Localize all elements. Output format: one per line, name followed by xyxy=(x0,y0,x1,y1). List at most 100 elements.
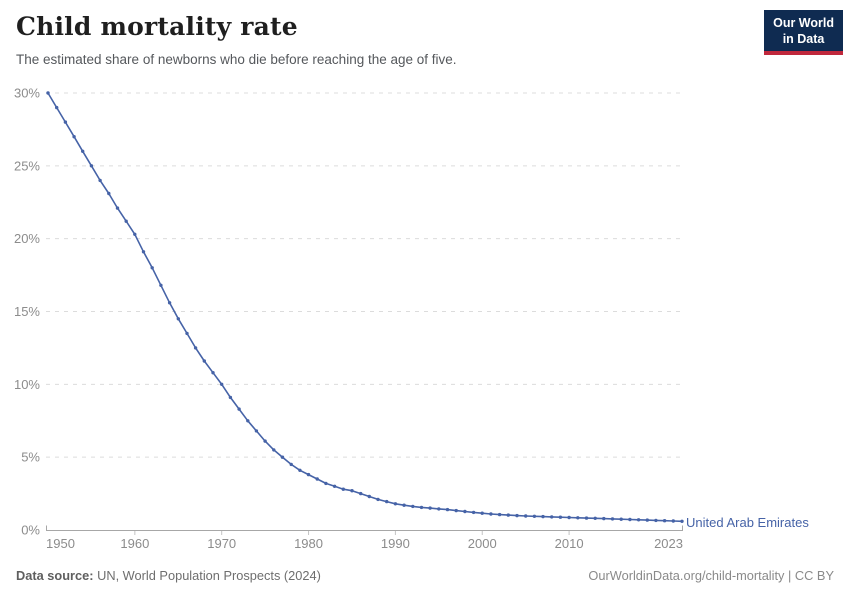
data-point xyxy=(167,301,172,305)
data-source-label: Data source: xyxy=(16,568,94,583)
data-point xyxy=(524,514,528,518)
owid-logo[interactable]: Our World in Data xyxy=(764,10,843,55)
page-title: Child mortality rate xyxy=(16,12,298,41)
data-point xyxy=(176,317,180,321)
data-point xyxy=(211,371,215,375)
data-point xyxy=(628,517,632,522)
data-point xyxy=(654,518,658,523)
data-point xyxy=(193,346,198,350)
data-point xyxy=(550,515,554,519)
data-point xyxy=(662,519,667,523)
data-point xyxy=(254,429,259,433)
y-axis-tick-label: 20% xyxy=(14,231,40,246)
data-point xyxy=(506,513,510,517)
data-point xyxy=(159,283,163,287)
data-point xyxy=(593,516,597,520)
y-axis-tick-label: 30% xyxy=(14,86,40,101)
data-point xyxy=(636,518,641,522)
series-label[interactable]: United Arab Emirates xyxy=(686,515,809,530)
data-point xyxy=(645,518,649,522)
data-point xyxy=(454,508,458,513)
y-axis-tick-label: 10% xyxy=(14,377,40,392)
data-point xyxy=(680,519,684,523)
data-point xyxy=(341,487,345,491)
data-point xyxy=(263,439,267,443)
data-point xyxy=(584,516,589,520)
y-axis-tick-label: 15% xyxy=(14,304,40,319)
data-point xyxy=(72,135,76,139)
data-point xyxy=(402,503,406,507)
data-point xyxy=(367,494,371,499)
data-point xyxy=(133,232,137,236)
x-axis-tick-label: 1970 xyxy=(207,536,236,551)
data-source: Data source: UN, World Population Prospe… xyxy=(16,568,321,583)
data-point xyxy=(445,507,450,512)
y-axis-tick-label: 0% xyxy=(21,523,40,538)
data-point xyxy=(124,219,128,223)
data-point xyxy=(332,484,337,488)
data-point xyxy=(306,472,311,477)
data-point xyxy=(280,455,285,459)
data-point xyxy=(81,149,85,153)
data-point xyxy=(141,250,146,254)
data-point xyxy=(324,481,328,486)
data-point xyxy=(393,502,398,506)
data-point xyxy=(385,499,389,504)
logo-line1: Our World xyxy=(773,16,834,30)
data-point xyxy=(246,419,250,423)
data-point xyxy=(185,331,189,336)
x-axis-tick-label: 2000 xyxy=(468,536,497,551)
data-point xyxy=(220,382,224,386)
data-point xyxy=(115,206,120,210)
y-axis-tick-label: 5% xyxy=(21,450,40,465)
x-axis-tick-label: 1990 xyxy=(381,536,410,551)
footer-link[interactable]: OurWorldinData.org/child-mortality | CC … xyxy=(588,568,834,583)
data-point xyxy=(602,516,606,521)
data-point xyxy=(202,359,206,363)
data-point xyxy=(298,468,302,472)
data-point xyxy=(359,491,363,496)
data-point xyxy=(315,477,319,481)
data-point xyxy=(376,497,380,502)
data-point xyxy=(46,91,50,95)
data-point xyxy=(350,489,354,493)
data-point xyxy=(567,515,571,520)
data-point xyxy=(419,505,424,510)
data-point xyxy=(515,513,519,518)
data-point xyxy=(63,120,68,124)
data-point xyxy=(480,511,484,515)
data-point xyxy=(272,448,276,452)
data-point xyxy=(541,514,545,519)
x-axis-tick-label: 1960 xyxy=(120,536,149,551)
page-subtitle: The estimated share of newborns who die … xyxy=(16,52,457,67)
logo-line2: in Data xyxy=(782,32,825,47)
x-axis-tick-label: 1980 xyxy=(294,536,323,551)
data-point xyxy=(89,164,94,168)
data-point xyxy=(610,517,615,521)
data-point xyxy=(228,395,233,400)
data-point xyxy=(497,512,502,517)
data-point xyxy=(289,462,293,467)
data-point xyxy=(576,516,580,520)
x-axis-tick-label: 2010 xyxy=(555,536,584,551)
x-axis-line xyxy=(46,525,683,531)
data-source-text: UN, World Population Prospects (2024) xyxy=(93,568,321,583)
data-point xyxy=(98,178,102,183)
data-point xyxy=(55,105,59,110)
data-point xyxy=(428,506,432,510)
y-axis-tick-label: 25% xyxy=(14,158,40,173)
footer: Data source: UN, World Population Prospe… xyxy=(16,568,834,583)
data-point xyxy=(411,504,415,509)
data-point xyxy=(107,191,111,196)
data-point xyxy=(489,512,493,516)
x-axis-tick-label: 2023 xyxy=(654,536,683,551)
data-point xyxy=(463,509,467,514)
data-point xyxy=(237,407,241,411)
x-axis-tick-label: 1950 xyxy=(46,536,75,551)
data-point xyxy=(471,510,476,515)
data-point xyxy=(532,514,537,518)
data-point xyxy=(671,519,675,523)
data-point xyxy=(437,507,441,511)
